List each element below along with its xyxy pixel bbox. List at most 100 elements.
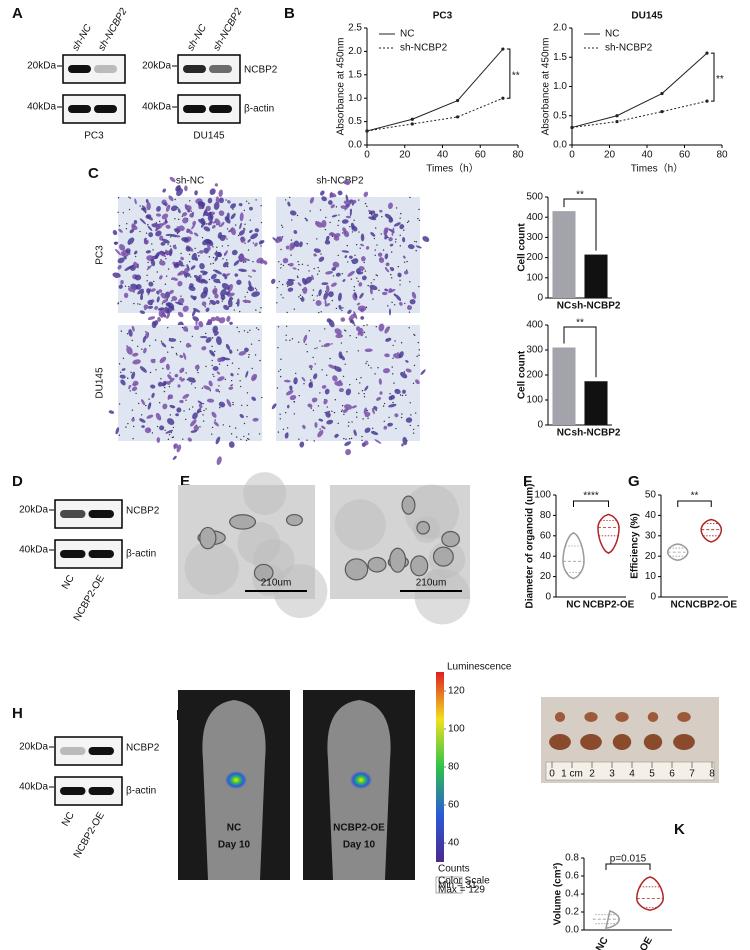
pore bbox=[185, 372, 187, 374]
cell bbox=[313, 373, 318, 380]
pore bbox=[182, 438, 184, 440]
cell-label: PC3 bbox=[84, 131, 104, 142]
cell bbox=[165, 233, 173, 237]
panel-label: E bbox=[180, 473, 190, 490]
pore bbox=[415, 412, 417, 414]
pore bbox=[246, 291, 249, 294]
pore bbox=[244, 223, 246, 225]
pore bbox=[365, 336, 367, 338]
cell bbox=[168, 289, 174, 295]
cell bbox=[341, 219, 349, 224]
pore bbox=[335, 307, 338, 310]
y-tick-label: 0.5 bbox=[348, 116, 362, 127]
cell bbox=[391, 227, 395, 237]
pore bbox=[127, 422, 129, 425]
cell bbox=[215, 436, 221, 445]
cell bbox=[213, 269, 222, 275]
y-tick-label: 10 bbox=[645, 571, 657, 582]
pore bbox=[128, 196, 130, 198]
pore bbox=[132, 438, 134, 440]
cell bbox=[214, 255, 219, 262]
cell bbox=[347, 270, 355, 277]
cell bbox=[388, 237, 393, 242]
cell bbox=[120, 279, 124, 285]
cell bbox=[341, 250, 350, 253]
cell bbox=[333, 236, 340, 241]
cell bbox=[302, 286, 308, 294]
x-tick-label: 80 bbox=[512, 150, 524, 161]
pore bbox=[333, 411, 336, 414]
pore bbox=[296, 275, 299, 277]
cell bbox=[344, 255, 348, 259]
pore bbox=[188, 260, 191, 263]
lane-label: sh-NCBP2 bbox=[96, 6, 129, 53]
y-tick-label: 200 bbox=[526, 252, 543, 263]
cell bbox=[402, 255, 406, 259]
cell bbox=[156, 296, 160, 303]
pore bbox=[232, 401, 234, 404]
pore bbox=[417, 341, 420, 344]
cell bbox=[384, 288, 389, 292]
x-tick-label: 20 bbox=[604, 150, 616, 161]
pore bbox=[247, 249, 250, 251]
cell bbox=[171, 296, 178, 301]
pore bbox=[405, 394, 407, 396]
pore bbox=[416, 355, 418, 358]
pore bbox=[151, 432, 154, 434]
y-tick-label: 0 bbox=[650, 592, 656, 603]
cell bbox=[293, 240, 300, 248]
bioluminescence bbox=[225, 771, 247, 789]
cell bbox=[370, 431, 379, 436]
cell bbox=[223, 304, 230, 311]
cell bbox=[208, 211, 212, 216]
pore bbox=[331, 343, 333, 345]
cell bbox=[161, 342, 167, 348]
cell bbox=[170, 205, 178, 212]
cell bbox=[385, 268, 390, 273]
cell bbox=[131, 371, 136, 380]
y-tick-label: 300 bbox=[526, 345, 543, 356]
pore bbox=[248, 275, 250, 277]
cell bbox=[191, 223, 196, 230]
series-line bbox=[366, 97, 504, 132]
significance: p=0.015 bbox=[610, 854, 647, 865]
y-tick-label: 0.5 bbox=[553, 110, 567, 121]
pore bbox=[360, 376, 362, 379]
pore bbox=[210, 263, 212, 265]
pore bbox=[316, 347, 318, 349]
tumor bbox=[673, 734, 695, 750]
pore bbox=[167, 438, 170, 441]
tumor bbox=[677, 712, 691, 722]
cell bbox=[227, 200, 231, 204]
point bbox=[615, 114, 619, 118]
pore bbox=[293, 401, 296, 403]
cell bbox=[342, 408, 349, 414]
lane-label: sh-NC bbox=[70, 22, 94, 53]
blot-band bbox=[209, 65, 232, 73]
pore bbox=[399, 394, 402, 396]
pore bbox=[312, 356, 314, 359]
cell bbox=[177, 311, 184, 318]
pore bbox=[363, 324, 365, 327]
pore bbox=[357, 280, 359, 282]
cell bbox=[207, 220, 213, 226]
significance-bracket bbox=[605, 863, 651, 870]
cell bbox=[154, 251, 161, 258]
pore bbox=[280, 263, 282, 266]
cell bbox=[407, 244, 415, 250]
background-blur bbox=[424, 569, 448, 593]
y-axis-label: Cell count bbox=[517, 350, 528, 399]
cell bbox=[187, 437, 192, 442]
cell bbox=[158, 289, 163, 293]
cell bbox=[182, 305, 189, 312]
pore bbox=[399, 234, 401, 237]
pore bbox=[260, 245, 262, 247]
cell bbox=[351, 258, 359, 265]
pore bbox=[245, 200, 248, 202]
pore bbox=[389, 392, 391, 395]
cell bbox=[371, 407, 375, 415]
cell bbox=[340, 205, 347, 210]
cell bbox=[236, 298, 240, 307]
cell bbox=[358, 282, 363, 287]
pore bbox=[388, 416, 390, 419]
